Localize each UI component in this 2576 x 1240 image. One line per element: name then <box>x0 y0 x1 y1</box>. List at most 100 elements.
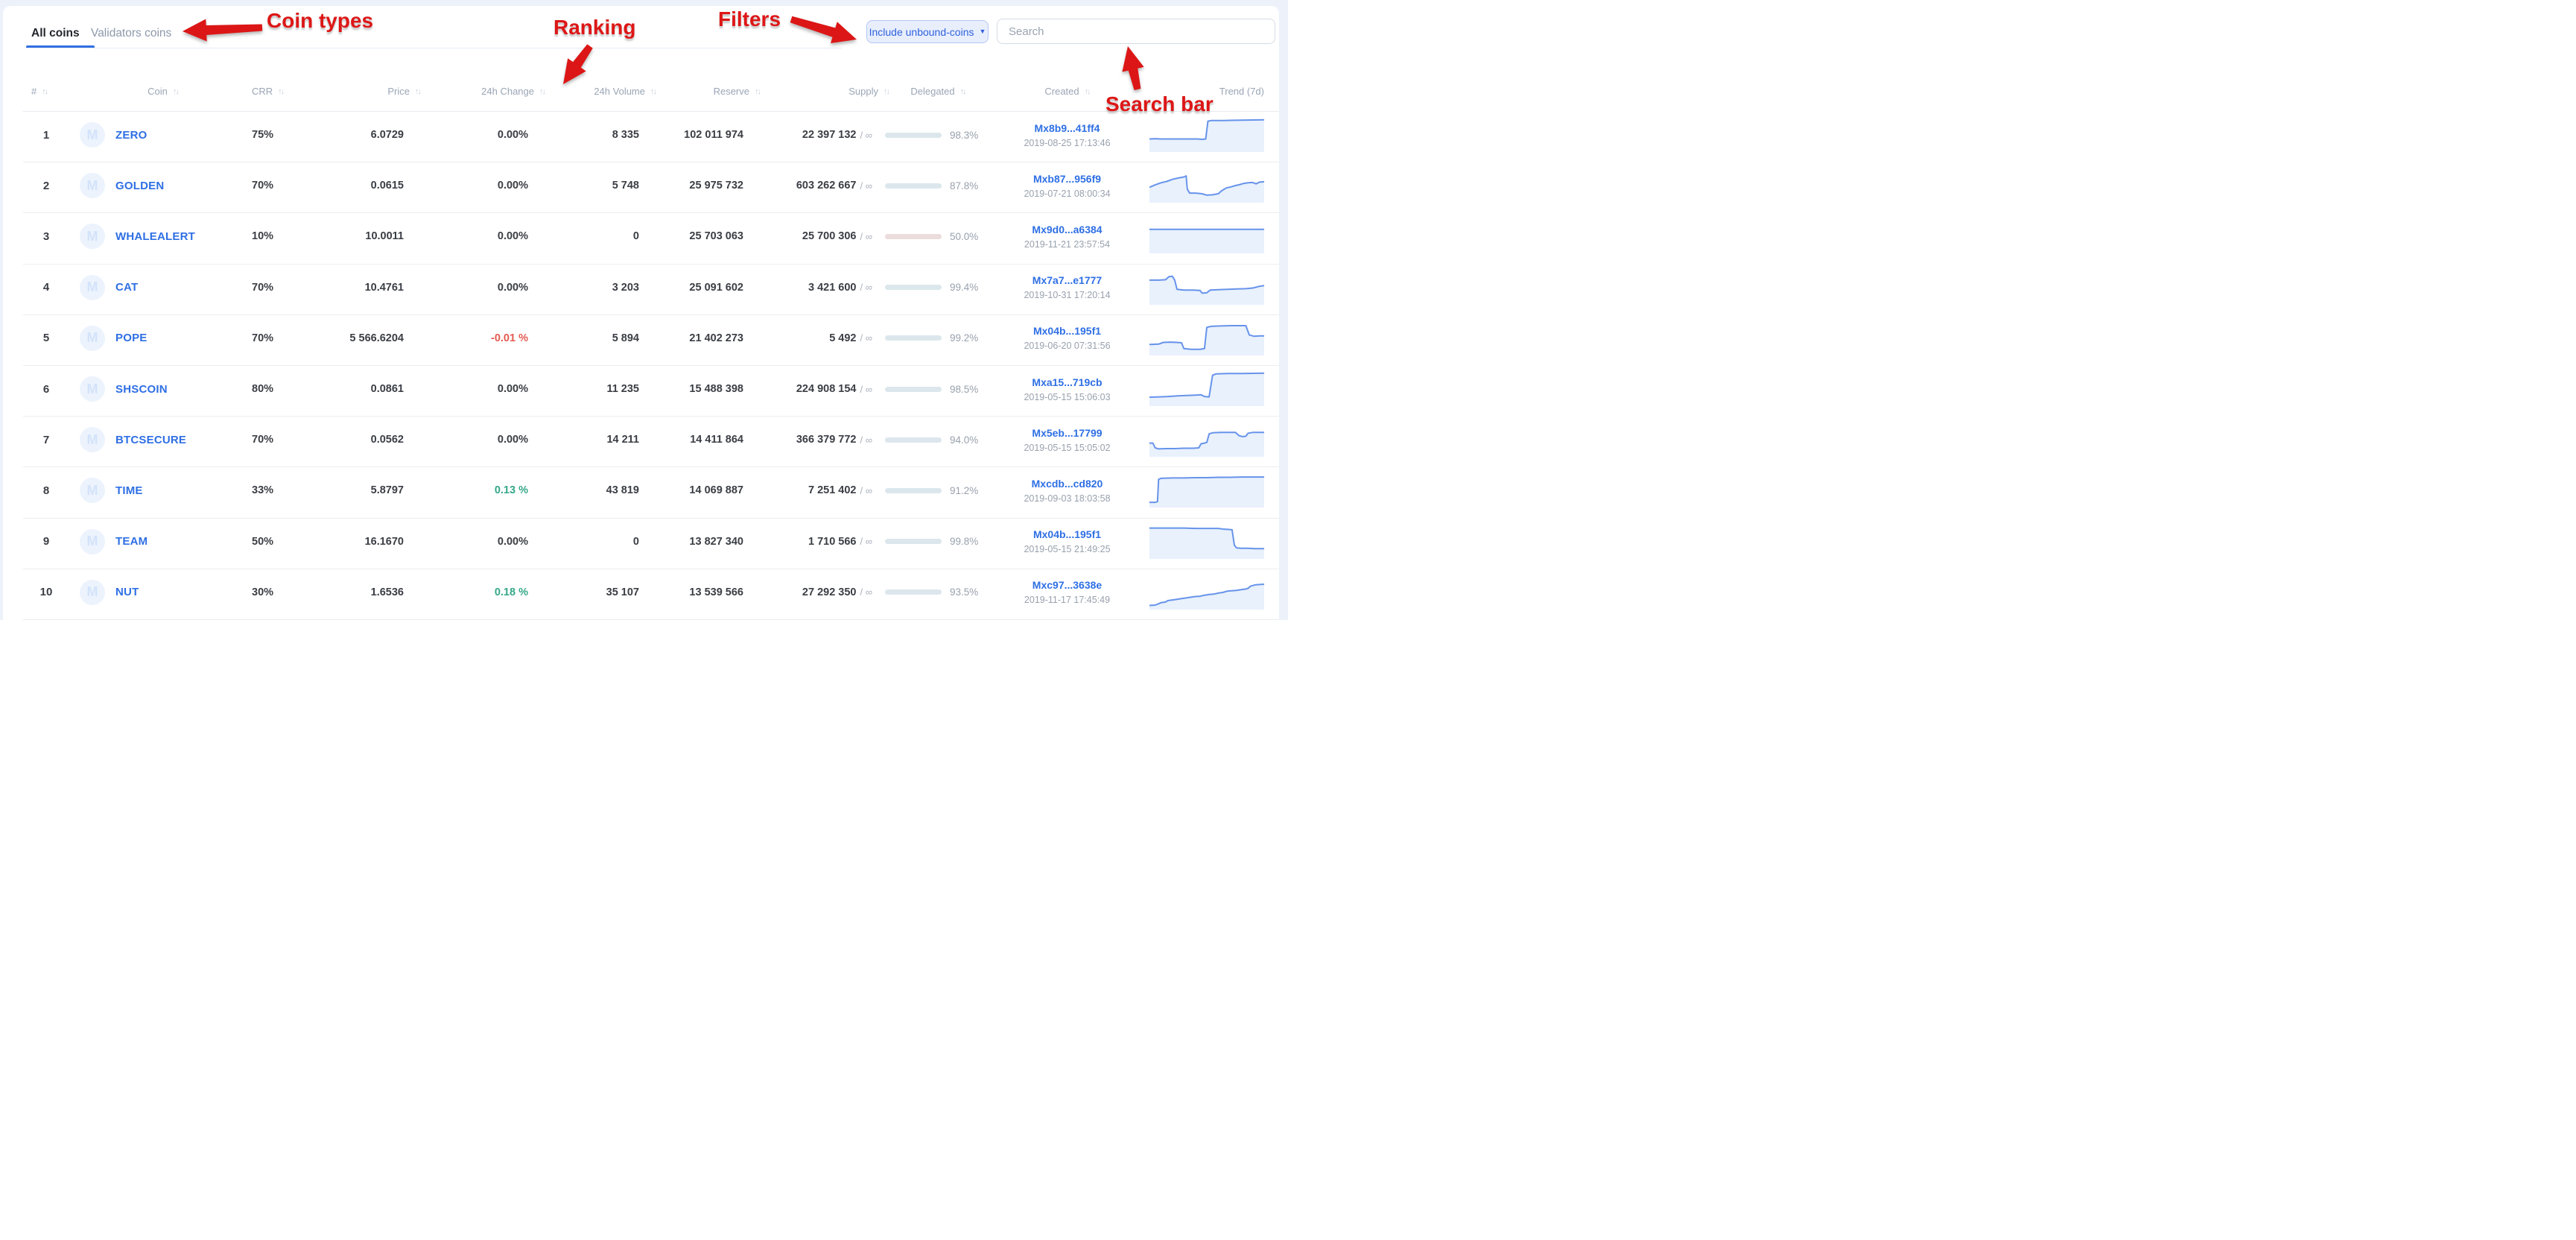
created-date: 2019-09-03 18:03:58 <box>1024 493 1111 504</box>
sort-icon[interactable]: ↑↓ <box>755 86 761 96</box>
annotation-label-coin-types: Coin types <box>267 9 374 32</box>
header-supply[interactable]: Supply ↑↓ <box>848 86 890 97</box>
change-value: 0.00% <box>497 535 528 548</box>
creator-address-link[interactable]: Mxb87...956f9 <box>1032 172 1102 185</box>
supply-value: 3 421 600 <box>808 281 857 294</box>
volume-value: 5 748 <box>612 180 639 192</box>
coin-name-link[interactable]: TIME <box>115 484 143 497</box>
delegated-percent: 98.5% <box>950 383 979 395</box>
trend-sparkline-chart <box>1149 476 1264 508</box>
table-row[interactable]: 6 M SHSCOIN 80% 0.0861 0.00% 11 235 15 4… <box>3 366 1279 417</box>
creator-address-link[interactable]: Mxcdb...cd820 <box>1031 477 1103 490</box>
rank-number: 5 <box>42 332 50 345</box>
header-24h-change[interactable]: 24h Change ↑↓ <box>481 86 546 97</box>
header-price[interactable]: Price ↑↓ <box>387 86 422 97</box>
coin-name-link[interactable]: POPE <box>115 332 147 345</box>
change-value: 0.00% <box>497 230 528 243</box>
created-date: 2019-11-17 17:45:49 <box>1024 595 1111 606</box>
table-row[interactable]: 9 M TEAM 50% 16.1670 0.00% 0 13 827 340 … <box>3 519 1279 569</box>
sort-icon[interactable]: ↑↓ <box>172 86 180 96</box>
table-body: 1 M ZERO 75% 6.0729 0.00% 8 335 102 011 … <box>3 112 1279 620</box>
delegated-percent: 98.3% <box>950 129 979 141</box>
annotation-label-ranking: Ranking <box>553 16 636 39</box>
coin-logo-icon: M <box>80 274 105 300</box>
table-row[interactable]: 7 M BTCSECURE 70% 0.0562 0.00% 14 211 14… <box>3 417 1279 468</box>
header-rank[interactable]: # ↑↓ <box>31 86 48 97</box>
table-row[interactable]: 5 M POPE 70% 5 566.6204 -0.01 % 5 894 21… <box>3 315 1279 367</box>
reserve-value: 13 539 566 <box>689 586 743 598</box>
header-created[interactable]: Created ↑↓ <box>1044 86 1091 97</box>
price-value: 10.4761 <box>364 281 404 294</box>
header-delegated[interactable]: Delegated ↑↓ <box>910 86 967 97</box>
table-row[interactable]: 1 M ZERO 75% 6.0729 0.00% 8 335 102 011 … <box>3 112 1279 163</box>
header-reserve[interactable]: Reserve ↑↓ <box>713 86 761 97</box>
reserve-value: 14 069 887 <box>689 484 743 497</box>
sort-icon[interactable]: ↑↓ <box>650 86 657 96</box>
coin-name-link[interactable]: SHSCOIN <box>115 382 168 396</box>
header-24h-volume[interactable]: 24h Volume ↑↓ <box>594 86 657 97</box>
price-value: 10.0011 <box>365 230 404 243</box>
creator-address-link[interactable]: Mx9d0...a6384 <box>1032 223 1103 235</box>
sort-icon[interactable]: ↑↓ <box>539 86 546 96</box>
supply-value: 22 397 132 <box>802 129 857 142</box>
header-coin[interactable]: Coin ↑↓ <box>147 86 180 97</box>
delegated-percent: 94.0% <box>950 434 979 446</box>
volume-value: 43 819 <box>606 484 639 497</box>
active-tab-underline <box>26 45 95 48</box>
creator-address-link[interactable]: Mxc97...3638e <box>1032 579 1103 592</box>
sort-icon[interactable]: ↑↓ <box>415 86 422 96</box>
creator-address-link[interactable]: Mx04b...195f1 <box>1032 325 1102 338</box>
creator-address-link[interactable]: Mxa15...719cb <box>1032 376 1103 388</box>
sort-icon[interactable]: ↑↓ <box>883 86 890 96</box>
coin-logo-icon: M <box>80 224 105 250</box>
creator-address-link[interactable]: Mx5eb...17799 <box>1032 426 1103 439</box>
coin-name-link[interactable]: NUT <box>115 586 139 599</box>
created-date: 2019-05-15 21:49:25 <box>1024 544 1111 555</box>
reserve-value: 102 011 974 <box>684 129 743 142</box>
rank-number: 6 <box>42 382 50 396</box>
table-header-row: # ↑↓ Coin ↑↓ CRR ↑↓ Price ↑↓ 24h Change ↑↓ 24… <box>3 71 1279 112</box>
coin-logo-icon: M <box>80 122 105 148</box>
price-value: 5 566.6204 <box>349 332 404 344</box>
sort-icon[interactable]: ↑↓ <box>959 86 967 96</box>
crr-value: 70% <box>252 180 274 192</box>
coin-name-link[interactable]: GOLDEN <box>115 179 165 192</box>
coin-logo-icon: M <box>80 173 105 199</box>
coin-logo-icon: M <box>80 376 105 402</box>
coin-name-link[interactable]: BTCSECURE <box>115 433 187 446</box>
coin-name-link[interactable]: ZERO <box>115 128 147 142</box>
header-crr[interactable]: CRR ↑↓ <box>252 86 285 97</box>
delegated-percent: 87.8% <box>950 180 979 192</box>
table-row[interactable]: 3 M WHALEALERT 10% 10.0011 0.00% 0 25 70… <box>3 213 1279 265</box>
price-value: 6.0729 <box>370 129 404 142</box>
tab-validators-coins[interactable]: Validators coins <box>91 27 172 39</box>
sort-icon[interactable]: ↑↓ <box>1084 86 1091 96</box>
coin-logo-icon: M <box>80 528 105 554</box>
infinity-suffix: / ∞ <box>860 536 873 548</box>
annotation-label-search-bar: Search bar <box>1105 92 1214 116</box>
coin-name-link[interactable]: CAT <box>115 281 139 294</box>
infinity-suffix: / ∞ <box>860 230 873 242</box>
creator-address-link[interactable]: Mx8b9...41ff4 <box>1034 121 1100 134</box>
coin-name-link[interactable]: WHALEALERT <box>115 230 195 243</box>
creator-address-link[interactable]: Mx04b...195f1 <box>1032 528 1102 541</box>
tab-all-coins[interactable]: All coins <box>31 27 80 39</box>
table-row[interactable]: 2 M GOLDEN 70% 0.0615 0.00% 5 748 25 975… <box>3 162 1279 214</box>
include-unbound-coins-dropdown[interactable]: Include unbound-coins ▼ <box>866 20 989 43</box>
reserve-value: 25 091 602 <box>689 281 743 294</box>
coin-name-link[interactable]: TEAM <box>115 535 148 548</box>
table-row[interactable]: 10 M NUT 30% 1.6536 0.18 % 35 107 13 539… <box>3 569 1279 620</box>
infinity-suffix: / ∞ <box>860 332 873 344</box>
table-row[interactable]: 4 M CAT 70% 10.4761 0.00% 3 203 25 091 6… <box>3 265 1279 315</box>
price-value: 5.8797 <box>370 484 404 497</box>
trend-sparkline-chart <box>1149 275 1264 305</box>
supply-value: 25 700 306 <box>802 230 857 243</box>
search-input[interactable] <box>997 19 1275 44</box>
sort-icon[interactable]: ↑↓ <box>42 86 48 96</box>
creator-address-link[interactable]: Mx7a7...e1777 <box>1032 274 1103 287</box>
crr-value: 80% <box>252 383 274 396</box>
table-row[interactable]: 8 M TIME 33% 5.8797 0.13 % 43 819 14 069… <box>3 467 1279 519</box>
sort-icon[interactable]: ↑↓ <box>278 86 285 96</box>
infinity-suffix: / ∞ <box>860 383 873 395</box>
crr-value: 33% <box>252 484 274 497</box>
